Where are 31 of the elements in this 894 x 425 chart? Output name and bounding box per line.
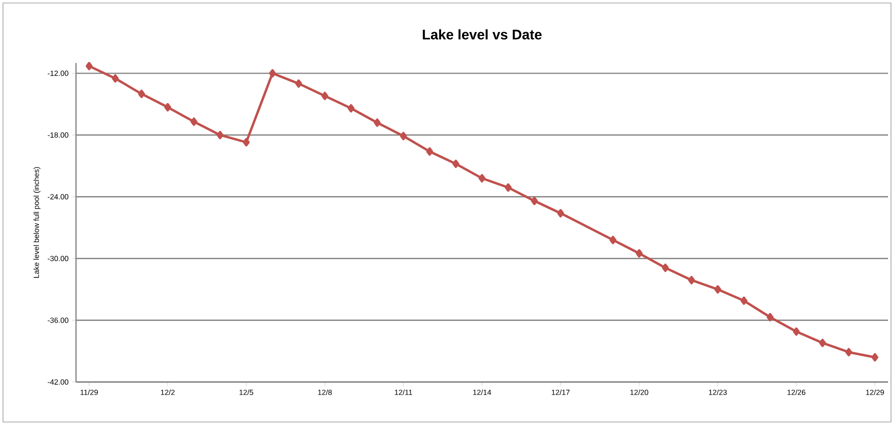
point [426, 147, 434, 156]
point [478, 174, 486, 182]
point [138, 90, 145, 98]
point [740, 296, 748, 305]
point [164, 103, 172, 112]
point [295, 79, 302, 88]
point [216, 130, 224, 140]
point [766, 312, 774, 322]
point [348, 104, 354, 112]
point [242, 138, 250, 146]
point [557, 209, 564, 218]
point [610, 236, 616, 244]
point [714, 285, 722, 294]
point [530, 196, 538, 206]
point [504, 183, 512, 192]
point [374, 118, 381, 127]
point [792, 327, 800, 336]
point [112, 74, 119, 83]
point [871, 353, 878, 362]
point [400, 132, 407, 140]
point [819, 338, 826, 348]
point [662, 264, 669, 272]
point [452, 160, 460, 168]
chart-title: Lake level vs Date [422, 29, 542, 40]
point [269, 69, 276, 78]
point [845, 348, 852, 356]
point [321, 92, 328, 100]
point [86, 62, 93, 70]
point [190, 117, 198, 126]
point [688, 276, 695, 284]
point [636, 249, 643, 258]
